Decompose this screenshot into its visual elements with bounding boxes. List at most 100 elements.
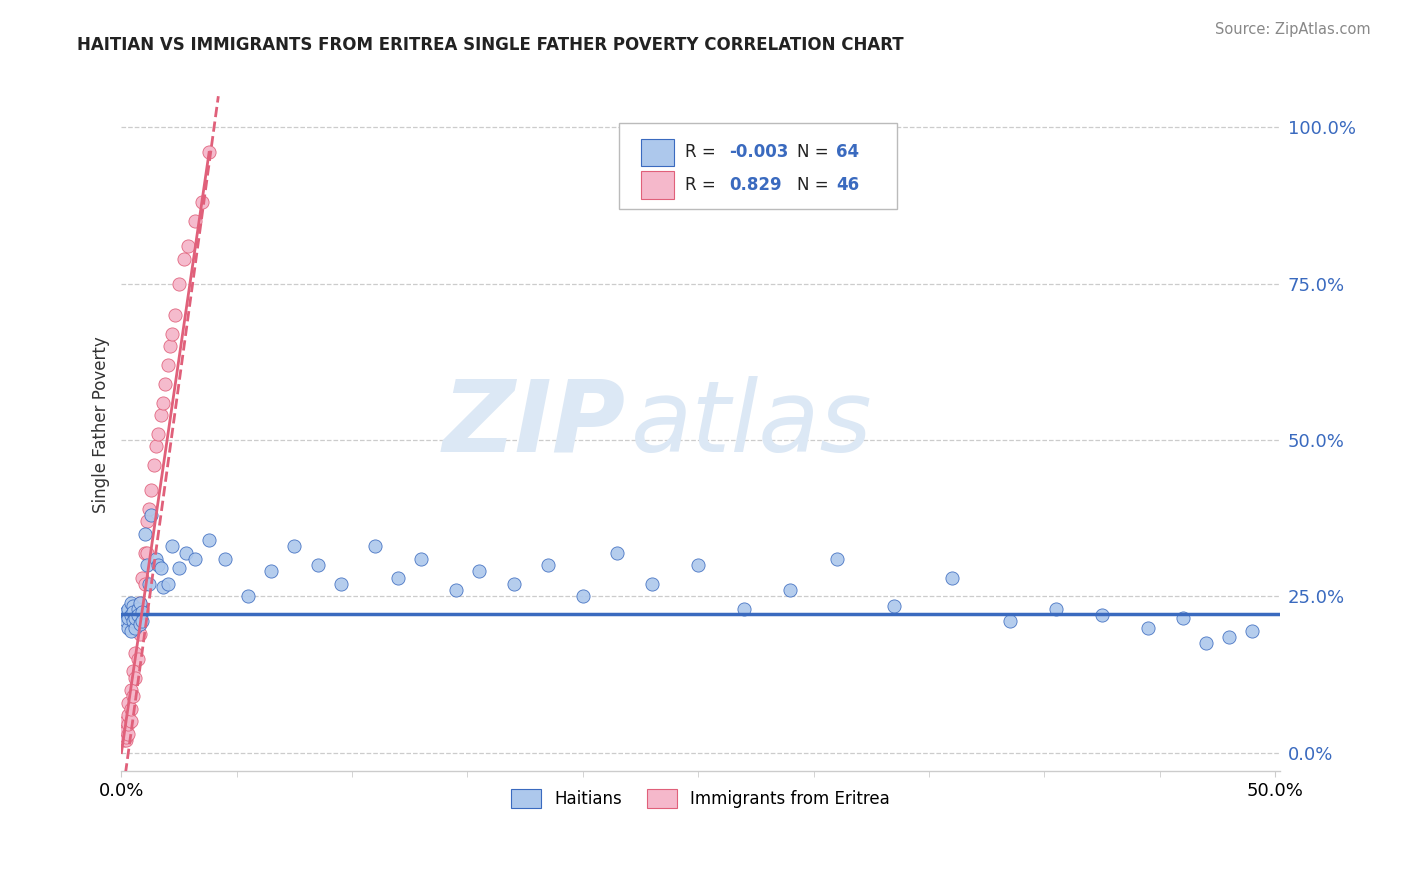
Point [260, 564, 283, 578]
Point [117, 611, 139, 625]
Text: 46: 46 [837, 176, 859, 194]
Point [115, 605, 138, 619]
Point [128, 596, 150, 610]
Point [152, 580, 174, 594]
Point [198, 533, 221, 547]
Point [156, 577, 179, 591]
Point [128, 627, 150, 641]
Text: N =: N = [797, 144, 834, 161]
Point [120, 702, 142, 716]
FancyBboxPatch shape [620, 122, 897, 210]
Text: HAITIAN VS IMMIGRANTS FROM ERITREA SINGLE FATHER POVERTY CORRELATION CHART: HAITIAN VS IMMIGRANTS FROM ERITREA SINGL… [77, 36, 904, 54]
Text: N =: N = [797, 176, 834, 194]
Point [444, 583, 467, 598]
Text: 0.829: 0.829 [730, 176, 782, 194]
Point [135, 514, 157, 528]
Point [688, 558, 710, 572]
Point [120, 608, 142, 623]
Point [117, 717, 139, 731]
Point [128, 596, 150, 610]
Point [184, 214, 207, 228]
Y-axis label: Single Father Poverty: Single Father Poverty [93, 336, 110, 513]
Point [122, 599, 145, 613]
Point [122, 665, 145, 679]
Point [131, 571, 153, 585]
Point [112, 727, 135, 741]
Point [138, 501, 160, 516]
Point [283, 539, 305, 553]
Point [145, 439, 167, 453]
Point [124, 646, 146, 660]
Point [115, 730, 138, 744]
Point [941, 571, 963, 585]
Point [537, 558, 560, 572]
Text: ZIP: ZIP [443, 376, 626, 473]
Point [152, 395, 174, 409]
Point [134, 545, 156, 559]
Point [160, 326, 183, 341]
Point [148, 426, 170, 441]
Point [238, 590, 260, 604]
Point [124, 611, 146, 625]
Point [159, 339, 181, 353]
Point [115, 714, 138, 729]
Point [177, 239, 200, 253]
Point [1137, 621, 1160, 635]
Point [117, 696, 139, 710]
Point [149, 408, 172, 422]
Point [364, 539, 387, 553]
Point [167, 561, 190, 575]
Point [127, 621, 149, 635]
Point [167, 277, 190, 291]
Bar [641, 171, 673, 199]
Point [112, 721, 135, 735]
Text: atlas: atlas [631, 376, 873, 473]
Point [141, 508, 163, 522]
Point [117, 727, 139, 741]
Point [468, 564, 491, 578]
Point [115, 615, 138, 629]
Point [122, 605, 145, 619]
Point [117, 621, 139, 635]
Text: 64: 64 [837, 144, 859, 161]
Point [1218, 630, 1240, 644]
Text: -0.003: -0.003 [730, 144, 789, 161]
Point [502, 577, 524, 591]
Point [155, 376, 177, 391]
Point [387, 571, 409, 585]
Point [1045, 602, 1067, 616]
Point [1171, 611, 1194, 625]
Point [115, 723, 138, 738]
Point [120, 624, 142, 638]
Point [112, 608, 135, 623]
Point [184, 551, 207, 566]
Point [117, 602, 139, 616]
Point [122, 615, 145, 629]
Point [127, 652, 149, 666]
Point [124, 671, 146, 685]
Point [122, 690, 145, 704]
Point [131, 602, 153, 616]
Point [120, 714, 142, 729]
Point [307, 558, 329, 572]
Point [145, 551, 167, 566]
Point [156, 358, 179, 372]
Point [124, 621, 146, 635]
Point [134, 577, 156, 591]
Point [149, 561, 172, 575]
Point [120, 683, 142, 698]
Point [214, 551, 236, 566]
Point [733, 602, 755, 616]
Point [411, 551, 433, 566]
Point [779, 583, 801, 598]
Point [142, 458, 165, 472]
Point [825, 551, 848, 566]
Point [138, 577, 160, 591]
Point [112, 733, 135, 747]
Point [191, 195, 214, 210]
Point [160, 539, 183, 553]
Point [141, 483, 163, 497]
Text: R =: R = [685, 144, 721, 161]
Legend: Haitians, Immigrants from Eritrea: Haitians, Immigrants from Eritrea [505, 782, 897, 815]
Point [148, 558, 170, 572]
